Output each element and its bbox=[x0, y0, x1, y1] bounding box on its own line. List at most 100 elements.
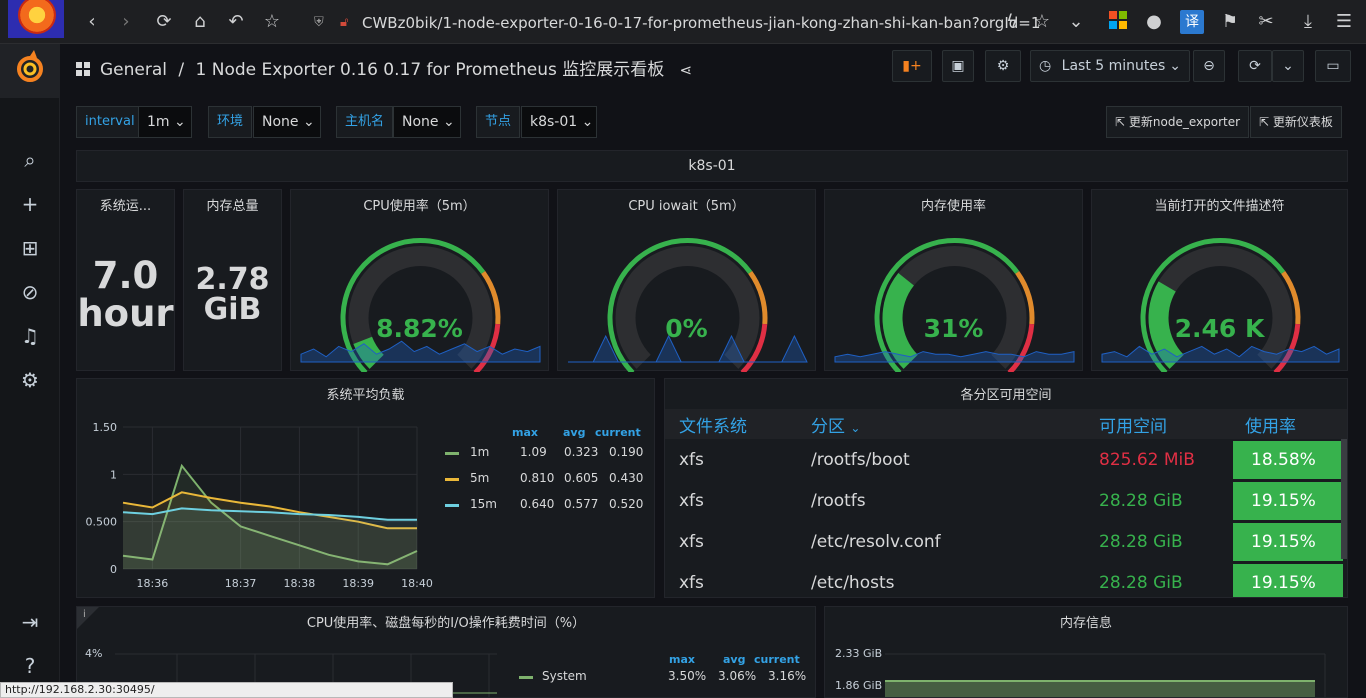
dropdown-chevron-icon[interactable]: ⌄ bbox=[1068, 11, 1084, 32]
chevron-down-icon: ⌄ bbox=[302, 114, 315, 130]
apps-icon[interactable] bbox=[1106, 10, 1130, 34]
refresh-button[interactable]: ⟳ bbox=[1238, 50, 1272, 82]
sign-in-icon[interactable]: ⇥ bbox=[21, 610, 39, 634]
gauge-threshold-green bbox=[1140, 237, 1286, 375]
globe-icon[interactable]: ● bbox=[1146, 11, 1162, 32]
home-icon[interactable]: ⌂ bbox=[194, 11, 206, 32]
col-usage[interactable]: 使用率 bbox=[1231, 409, 1347, 439]
var-select-interval[interactable]: 1m ⌄ bbox=[138, 106, 192, 138]
legend-max: 0.640 bbox=[520, 497, 555, 511]
panel-title[interactable]: CPU iowait（5m） bbox=[628, 199, 745, 214]
alerting-bell-icon[interactable]: ♫ bbox=[21, 324, 39, 348]
reload-icon[interactable]: ⟳ bbox=[156, 11, 172, 32]
refresh-interval-dropdown[interactable]: ⌄ bbox=[1272, 50, 1304, 82]
uptime-panel: 系统运... 7.0 hour bbox=[76, 189, 175, 371]
gauge-panel-iowait: CPU iowait（5m） 0% bbox=[557, 189, 816, 375]
share-icon[interactable]: ⋖ bbox=[679, 61, 693, 79]
var-select-node[interactable]: k8s-01 ⌄ bbox=[521, 106, 597, 138]
legend-row[interactable]: 15m 0.640 0.577 0.520 bbox=[443, 495, 653, 515]
browser-profile-icon[interactable] bbox=[8, 0, 64, 38]
fs-usage-cell: 18.58% bbox=[1231, 439, 1347, 480]
forward-icon[interactable]: › bbox=[122, 11, 130, 32]
memory-total-unit: GiB bbox=[203, 292, 262, 327]
gauge-panel-mem: 内存使用率 31% bbox=[824, 189, 1083, 375]
breadcrumb: General / 1 Node Exporter 0.16 0.17 for … bbox=[76, 55, 692, 80]
flag-icon[interactable]: ⚑ bbox=[1221, 11, 1239, 32]
configuration-gear-icon[interactable]: ⚙ bbox=[21, 368, 39, 392]
link-update-node-exporter[interactable]: ⇱ 更新node_exporter bbox=[1106, 106, 1250, 138]
grafana-logo-icon[interactable] bbox=[0, 44, 60, 98]
dashboards-icon[interactable]: ⊞ bbox=[21, 236, 39, 260]
breadcrumb-folder[interactable]: General bbox=[100, 60, 167, 80]
save-dashboard-button[interactable]: ▣ bbox=[942, 50, 974, 82]
time-range-picker[interactable]: ◷ Last 5 minutes ⌄ bbox=[1030, 50, 1190, 82]
gauge-panel-cpu: CPU使用率（5m） 8.82% bbox=[290, 189, 549, 375]
menu-icon[interactable]: ☰ bbox=[1335, 11, 1353, 32]
add-panel-button[interactable]: ▮+ bbox=[892, 50, 932, 82]
y-tick-label: 1.50 bbox=[93, 421, 118, 434]
fs-mount: /etc/hosts bbox=[811, 572, 895, 593]
gauge-threshold-green bbox=[340, 237, 486, 375]
browser-status-url: http://192.168.2.30:30495/ bbox=[0, 682, 453, 698]
dashboard-title[interactable]: 1 Node Exporter 0.16 0.17 for Prometheus… bbox=[195, 60, 665, 80]
series-area-1m bbox=[123, 465, 417, 569]
panel-title[interactable]: 各分区可用空间 bbox=[960, 388, 1052, 403]
panel-title[interactable]: 系统运... bbox=[99, 199, 152, 214]
browser-toolbar: ‹ › ⟳ ⌂ ↶ ☆ ⛨ 🔓︎ CWBz0bik/1-node-exporte… bbox=[0, 0, 1366, 44]
col-available[interactable]: 可用空间 bbox=[1085, 409, 1231, 439]
tv-mode-button[interactable]: ▭ bbox=[1315, 50, 1351, 82]
zoom-out-button[interactable]: ⊖ bbox=[1193, 50, 1225, 82]
fs-table-row: xfs/etc/hosts 28.28 GiB 19.15% bbox=[665, 562, 1347, 597]
back-icon[interactable]: ‹ bbox=[88, 11, 96, 32]
legend-series-name[interactable]: System bbox=[542, 669, 587, 683]
panel-title[interactable]: 当前打开的文件描述符 bbox=[1154, 199, 1285, 214]
settings-gear-icon: ⚙ bbox=[996, 58, 1010, 74]
dashboard-nav: General / 1 Node Exporter 0.16 0.17 for … bbox=[60, 44, 1366, 90]
series-area-15m bbox=[123, 508, 417, 569]
legend-row[interactable]: 1m 1.09 0.323 0.190 bbox=[443, 443, 653, 463]
help-icon[interactable]: ? bbox=[24, 654, 36, 678]
explore-compass-icon[interactable]: ⊘ bbox=[21, 280, 39, 304]
gauge-threshold-orange bbox=[1281, 270, 1301, 325]
memory-total-panel: 内存总量 2.78 GiB bbox=[183, 189, 282, 371]
info-icon[interactable]: i bbox=[83, 609, 86, 620]
bookmark-star-icon[interactable]: ☆ bbox=[263, 11, 281, 32]
panel-info-corner[interactable] bbox=[77, 607, 99, 629]
lightning-icon[interactable]: ϟ bbox=[1006, 11, 1018, 32]
col-mount[interactable]: 分区 ⌄ bbox=[797, 409, 1085, 439]
memory-chart bbox=[885, 653, 1326, 697]
gauge-value: 31% bbox=[923, 314, 984, 343]
y-axis-label: 1.86 GiB bbox=[835, 679, 883, 692]
scissors-icon[interactable]: ✂ bbox=[1258, 11, 1274, 32]
panel-title[interactable]: 内存总量 bbox=[206, 199, 259, 214]
favorite-star-icon[interactable]: ☆ bbox=[1033, 11, 1051, 32]
row-title[interactable]: k8s-01 bbox=[76, 150, 1348, 182]
col-filesystem[interactable]: 文件系统 bbox=[665, 409, 797, 439]
series-area-5m bbox=[123, 492, 417, 569]
var-select-hostname[interactable]: None ⌄ bbox=[393, 106, 461, 138]
fs-type: xfs bbox=[679, 490, 704, 511]
y-tick-label: 0.500 bbox=[86, 516, 118, 529]
load-chart: 0 0.500 1 1.50 18:36 18:37 18:38 18:39 18:40 bbox=[86, 421, 433, 590]
dashboard-settings-button[interactable]: ⚙ bbox=[985, 50, 1021, 82]
panel-title[interactable]: 内存使用率 bbox=[920, 199, 986, 214]
panel-title[interactable]: CPU使用率（5m） bbox=[363, 199, 476, 214]
y-tick-label: 1 bbox=[110, 468, 117, 481]
var-select-env[interactable]: None ⌄ bbox=[253, 106, 321, 138]
create-plus-icon[interactable]: + bbox=[21, 192, 39, 216]
translate-icon[interactable]: 译 bbox=[1180, 10, 1204, 34]
scrollbar[interactable] bbox=[1341, 439, 1347, 559]
legend-row[interactable]: 5m 0.810 0.605 0.430 bbox=[443, 469, 653, 489]
undo-icon[interactable]: ↶ bbox=[228, 11, 244, 32]
address-bar[interactable]: ⛨ 🔓︎ CWBz0bik/1-node-exporter-0-16-0-17-… bbox=[300, 9, 1050, 37]
download-icon[interactable]: ⤓ bbox=[1304, 11, 1312, 32]
link-update-dashboard[interactable]: ⇱ 更新仪表板 bbox=[1250, 106, 1342, 138]
fs-usage-cell: 19.15% bbox=[1231, 480, 1347, 521]
fs-table-row: xfs/rootfs 28.28 GiB 19.15% bbox=[665, 480, 1347, 521]
var-label-hostname: 主机名 bbox=[336, 106, 394, 138]
fs-panel: 各分区可用空间 文件系统 分区 ⌄ 可用空间 使用率 xfs/rootfs/bo… bbox=[664, 378, 1348, 598]
search-icon[interactable]: ⌕ bbox=[24, 148, 36, 172]
sparkline bbox=[1101, 345, 1340, 363]
gauge-value: 0% bbox=[665, 314, 708, 343]
y-axis-top-label: 4% bbox=[85, 647, 103, 660]
